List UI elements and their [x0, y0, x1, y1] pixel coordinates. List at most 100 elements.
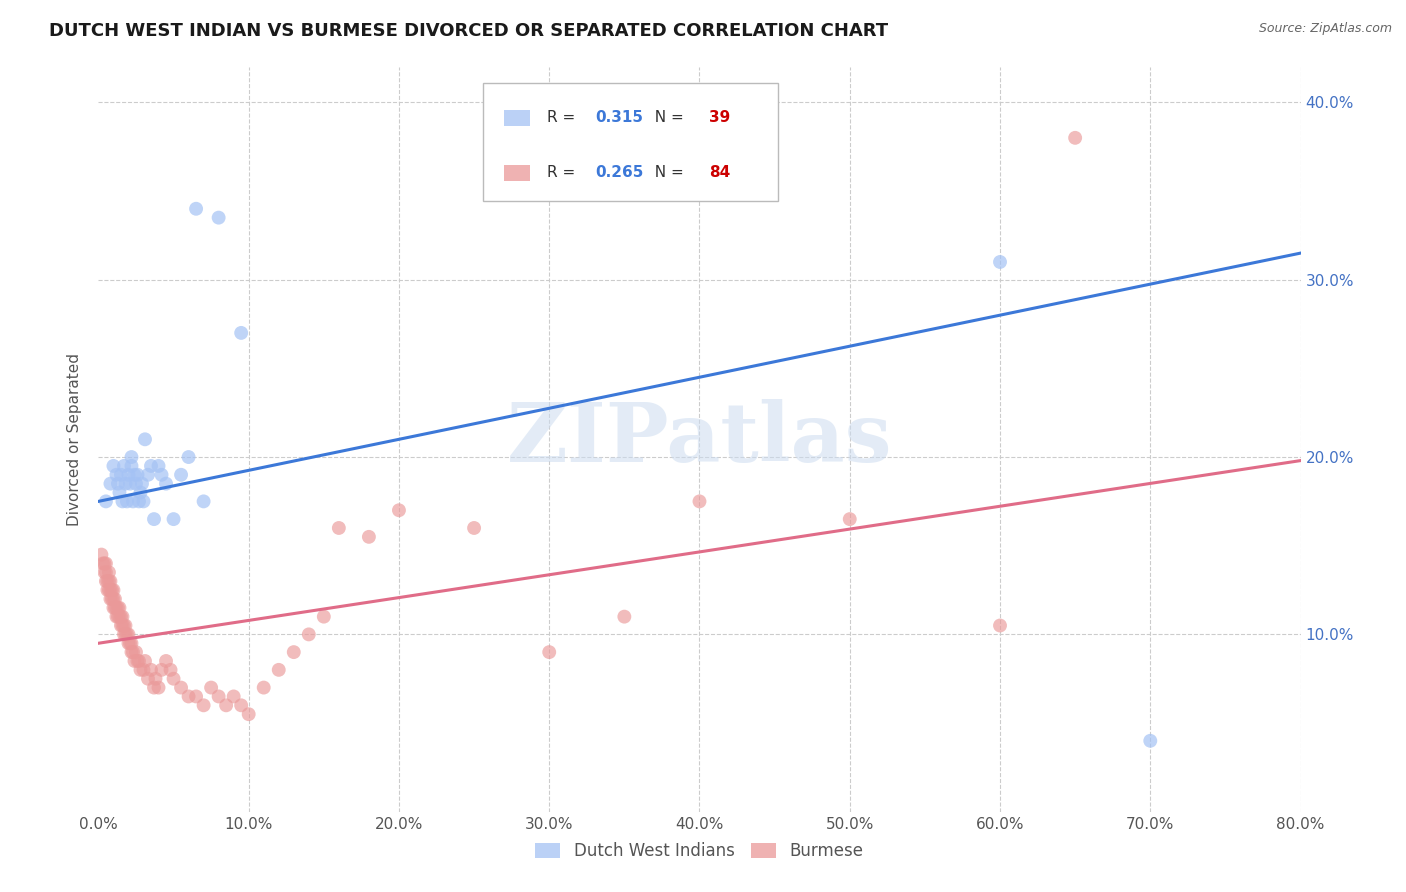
Point	[110, 467, 132, 482]
Point	[253, 681, 276, 695]
Point	[122, 494, 145, 508]
Point	[94, 557, 117, 571]
Point	[143, 512, 166, 526]
Text: 0.265: 0.265	[595, 166, 644, 180]
Point	[184, 690, 207, 704]
Point	[97, 574, 120, 589]
Point	[111, 609, 134, 624]
FancyBboxPatch shape	[484, 83, 778, 201]
Point	[136, 467, 159, 482]
Point	[118, 476, 141, 491]
Point	[162, 672, 184, 686]
Point	[838, 512, 860, 526]
Point	[463, 521, 485, 535]
Point	[100, 476, 122, 491]
Point	[538, 645, 561, 659]
Point	[105, 600, 128, 615]
Point	[107, 609, 129, 624]
Text: ZIPatlas: ZIPatlas	[506, 400, 893, 479]
Point	[134, 654, 156, 668]
Point	[108, 600, 131, 615]
Point	[112, 618, 135, 632]
Point	[108, 609, 131, 624]
Point	[170, 467, 193, 482]
Point	[127, 654, 149, 668]
Point	[96, 582, 118, 597]
Point	[114, 476, 136, 491]
Point	[105, 609, 128, 624]
Point	[132, 494, 155, 508]
Point	[121, 450, 143, 464]
Point	[103, 600, 125, 615]
Point	[96, 574, 118, 589]
Point	[283, 645, 305, 659]
Point	[100, 574, 122, 589]
Point	[150, 663, 173, 677]
Point	[107, 476, 129, 491]
Point	[117, 627, 139, 641]
Point	[128, 654, 150, 668]
Point	[298, 627, 321, 641]
Point	[312, 609, 335, 624]
Text: R =: R =	[547, 111, 579, 126]
Point	[131, 476, 153, 491]
Point	[129, 663, 152, 677]
Point	[100, 582, 122, 597]
Text: N =: N =	[645, 166, 689, 180]
Point	[103, 458, 125, 473]
Point	[103, 582, 125, 597]
Point	[177, 450, 200, 464]
Point	[107, 600, 129, 615]
Point	[200, 681, 222, 695]
Point	[328, 521, 350, 535]
Point	[124, 654, 146, 668]
Point	[170, 681, 193, 695]
Point	[90, 548, 112, 562]
Point	[117, 467, 139, 482]
Point	[231, 326, 253, 340]
Point	[118, 636, 141, 650]
Point	[93, 557, 115, 571]
Point	[184, 202, 207, 216]
Point	[101, 582, 124, 597]
Point	[112, 627, 135, 641]
Point	[94, 566, 117, 580]
Point	[93, 566, 115, 580]
Point	[689, 494, 711, 508]
Point	[1064, 131, 1087, 145]
Point	[104, 600, 127, 615]
Text: 0.315: 0.315	[595, 111, 643, 126]
Point	[162, 512, 184, 526]
Point	[357, 530, 380, 544]
Point	[101, 591, 124, 606]
Point	[103, 591, 125, 606]
Point	[222, 690, 245, 704]
Point	[105, 467, 128, 482]
Point	[121, 645, 143, 659]
Point	[139, 458, 162, 473]
Point	[97, 566, 120, 580]
Point	[94, 494, 117, 508]
Point	[115, 494, 138, 508]
Point	[143, 681, 166, 695]
Point	[104, 591, 127, 606]
Point	[208, 211, 231, 225]
Point	[125, 645, 148, 659]
Point	[148, 458, 170, 473]
Point	[155, 476, 177, 491]
Point	[155, 654, 177, 668]
Point	[128, 494, 150, 508]
Point	[122, 645, 145, 659]
Point	[132, 663, 155, 677]
FancyBboxPatch shape	[503, 165, 530, 181]
Point	[139, 663, 162, 677]
Point	[613, 609, 636, 624]
Point	[127, 467, 149, 482]
Point	[111, 494, 134, 508]
Point	[193, 494, 215, 508]
Point	[100, 591, 122, 606]
Point	[193, 698, 215, 713]
Point	[117, 636, 139, 650]
Point	[145, 672, 167, 686]
Point	[208, 690, 231, 704]
